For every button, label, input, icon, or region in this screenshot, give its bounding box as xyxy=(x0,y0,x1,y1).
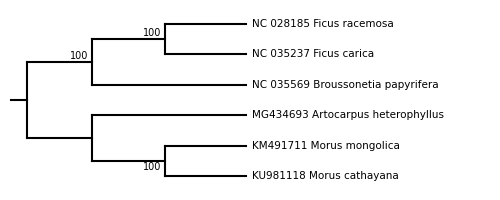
Text: MG434693 Artocarpus heterophyllus: MG434693 Artocarpus heterophyllus xyxy=(252,110,444,120)
Text: 100: 100 xyxy=(70,51,88,61)
Text: 100: 100 xyxy=(142,28,161,38)
Text: NC 035569 Broussonetia papyrifera: NC 035569 Broussonetia papyrifera xyxy=(252,80,438,90)
Text: 100: 100 xyxy=(142,162,161,172)
Text: KM491711 Morus mongolica: KM491711 Morus mongolica xyxy=(252,141,400,151)
Text: NC 028185 Ficus racemosa: NC 028185 Ficus racemosa xyxy=(252,19,394,29)
Text: KU981118 Morus cathayana: KU981118 Morus cathayana xyxy=(252,171,399,181)
Text: NC 035237 Ficus carica: NC 035237 Ficus carica xyxy=(252,49,374,59)
